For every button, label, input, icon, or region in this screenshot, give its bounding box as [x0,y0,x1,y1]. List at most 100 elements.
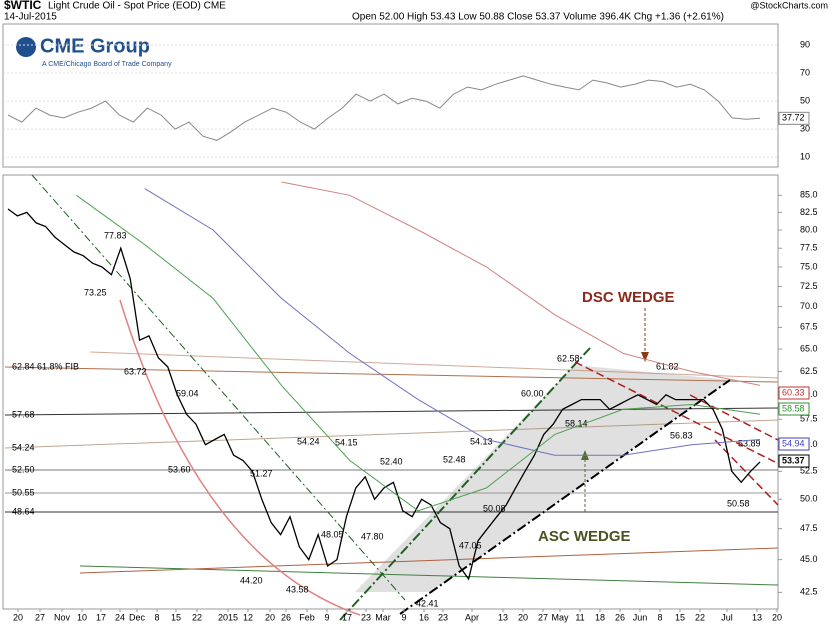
y-tick-label: 70 [800,67,810,77]
left-label: 62.84 61.8% FIB [12,361,79,371]
right-label: 53.37 [782,455,805,465]
annotation: 51.27 [250,468,273,478]
y-tick-label: 10 [800,152,810,162]
right-label-box [778,437,810,451]
y-tick-label: 30 [800,124,810,134]
annotation: 53.89 [738,438,761,448]
x-tick-label: 22 [695,612,705,622]
x-tick-label: May [551,612,569,622]
y-tick-label: 57.5 [800,414,818,424]
y-tick-label: 65.0 [800,343,818,353]
x-tick-label: 13 [498,612,508,622]
right-label: 58.58 [782,403,805,413]
x-tick-label: Apr [465,612,479,622]
support-line [4,407,779,416]
annotation: 48.05 [321,529,344,539]
fib-line [89,351,779,379]
arc [119,299,361,616]
annotation: 58.14 [565,418,588,428]
x-tick-label: 23 [361,612,371,622]
annotation: 73.25 [84,287,107,297]
annotation: 50.08 [483,503,506,513]
x-tick-label: Feb [299,612,315,622]
annotation: 42.41 [416,598,439,608]
symbol: $WTIC [4,0,42,12]
left-label: 52.50 [12,464,35,474]
x-tick-label: 18 [595,612,605,622]
x-tick-label: Dec [129,612,146,622]
downtrend-line [31,174,406,601]
dsc-line [689,394,779,441]
annotation: 63.72 [124,366,147,376]
logo-subtitle: A CME/Chicago Board of Trade Company [42,61,172,68]
series-line [7,208,761,581]
annotation: 77.83 [104,230,127,240]
instrument-name: Light Crude Oil - Spot Price (EOD) CME [48,1,226,12]
x-tick-label: 24 [115,612,125,622]
left-label: 48.64 [12,506,35,516]
left-label: 50.55 [12,487,35,497]
x-tick-label: 9 [401,612,406,622]
price-panel [2,174,779,610]
series-line [7,75,761,141]
annotation: 53.60 [168,464,191,474]
y-tick-label: 77.5 [800,243,818,253]
x-tick-label: 16 [419,612,429,622]
x-tick-label: 22 [192,612,202,622]
y-tick-label: 85.0 [800,190,818,200]
last-value-label: 37.72 [782,113,805,123]
x-tick-label: Jun [633,612,648,622]
x-tick-label: Nov [54,612,71,622]
y-tick-label: 72.5 [800,281,818,291]
wedge-fill [355,365,730,592]
annotation: 47.05 [459,540,482,550]
y-tick-label: 80.0 [800,224,818,234]
x-tick-label: 12 [243,612,253,622]
y-tick-label: 75.0 [800,261,818,271]
x-tick-label: 17 [342,612,352,622]
x-tick-label: 15 [171,612,181,622]
x-tick-label: 9 [324,612,329,622]
annotation: 54.24 [297,436,320,446]
annotation: 54.13 [470,436,493,446]
annotation: 52.48 [443,454,466,464]
x-tick-label: 10 [77,612,87,622]
y-tick-label: 45.0 [800,554,818,564]
date: 14-Jul-2015 [4,12,57,23]
support-line [79,547,779,574]
x-tick-label: 2015 [218,612,238,622]
stats: Open 52.00 High 53.43 Low 50.88 Close 53… [352,12,724,23]
x-tick-label: 20 [265,612,275,622]
y-tick-label: 82.5 [800,207,818,217]
left-label: 54.24 [12,442,35,452]
series-line [144,188,761,456]
right-label-box [778,386,810,400]
series-line [76,194,761,512]
asc-upper-line [339,347,591,621]
y-tick-label: 50.0 [800,494,818,504]
x-tick-label: 26 [281,612,291,622]
x-tick-label: 11 [575,612,584,622]
right-label-box [778,454,810,468]
trendlines [4,174,779,621]
y-tick-label: 42.5 [800,587,818,597]
x-tick-label: 15 [675,612,685,622]
x-tick-label: 17 [96,612,106,622]
right-label-box [778,402,810,416]
x-tick-label: 27 [538,612,548,622]
dsc-lower-line [714,439,779,506]
watermark: @StockCharts.com [750,0,828,10]
annotation: 44.20 [240,575,263,585]
annotation: 56.83 [670,430,693,440]
logo: CME Group [40,35,150,57]
annotation: 52.40 [380,456,403,466]
annotation: 47.80 [361,531,384,541]
wedge-label: ASC WEDGE [538,528,631,545]
last-value-box [778,111,810,125]
left-label: 57.68 [12,409,35,419]
annotation: 62.58 [557,353,580,363]
x-tick-label: 27 [35,612,45,622]
support-line [4,419,779,449]
x-tick-label: 23 [438,612,448,622]
